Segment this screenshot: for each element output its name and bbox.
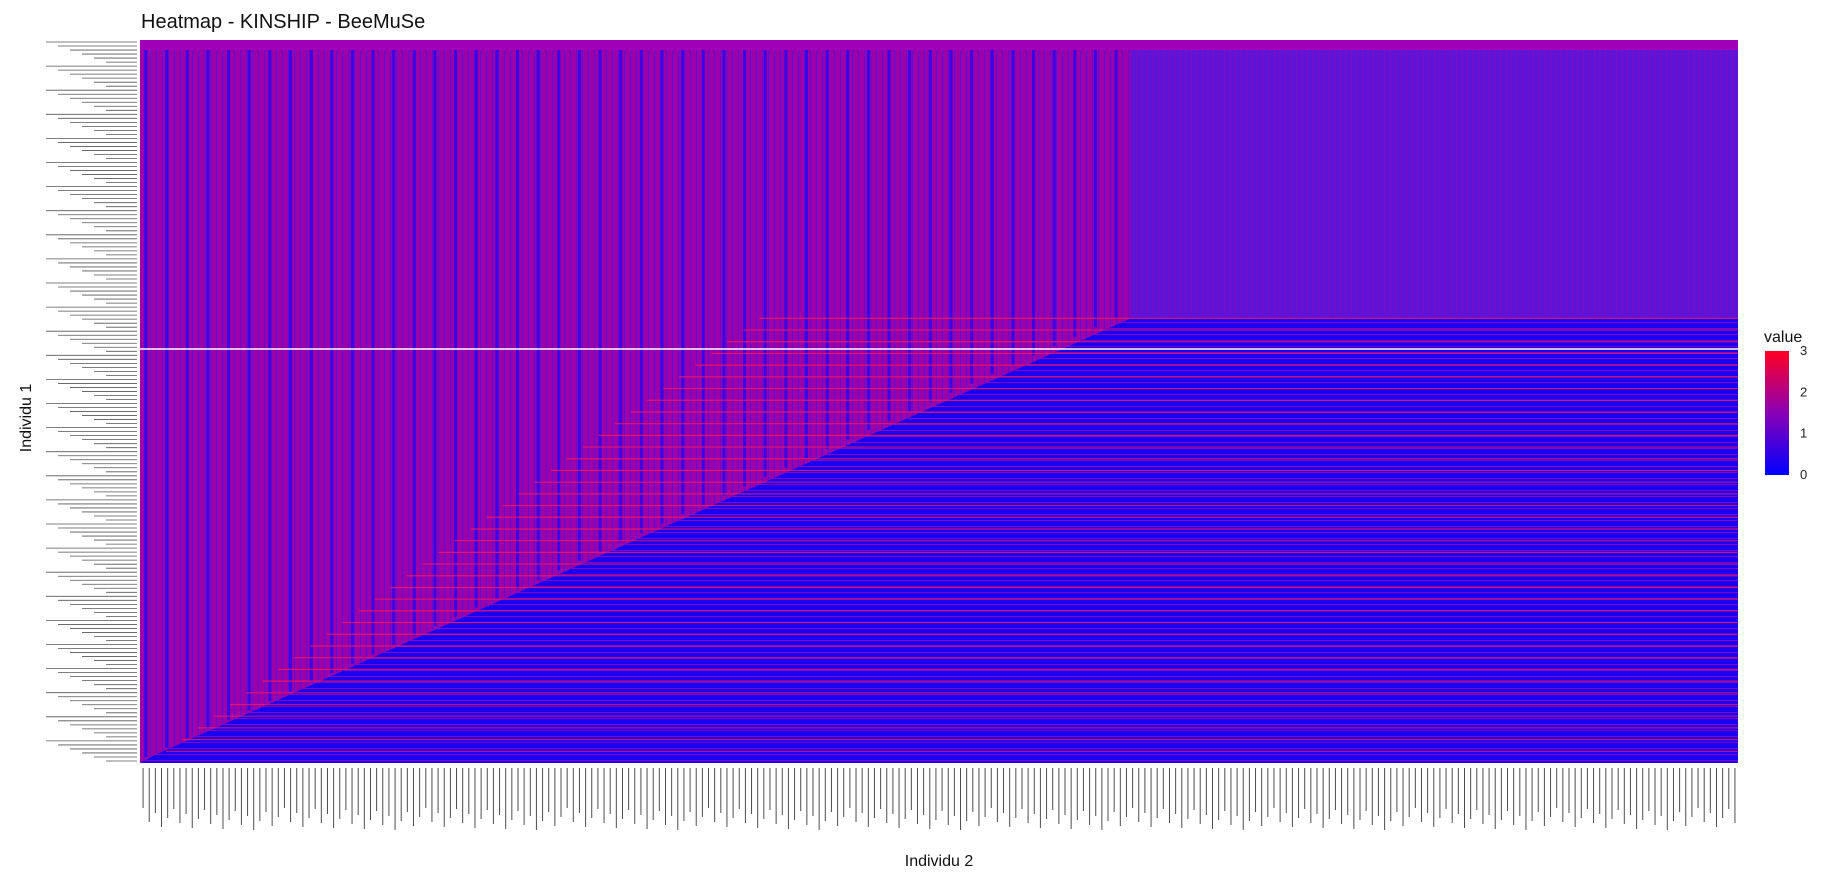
plot-panel <box>140 40 1738 763</box>
legend-colorbar <box>1765 351 1789 475</box>
legend-title: value <box>1764 329 1802 346</box>
x-axis-ticks <box>142 768 1736 830</box>
heatmap-region-high <box>140 40 1131 763</box>
legend-tick-label: 2 <box>1800 384 1807 399</box>
chart-title: Heatmap - KINSHIP - BeeMuSe <box>141 11 425 33</box>
y-axis-title: Individu 1 <box>18 384 35 453</box>
legend-tick-label: 0 <box>1800 467 1807 482</box>
x-axis-title: Individu 2 <box>905 853 974 870</box>
y-axis-ticks <box>46 41 137 762</box>
heatmap-top-row <box>140 40 1738 50</box>
legend-ticks: 3 2 1 0 <box>1800 343 1807 482</box>
legend-tick-label: 1 <box>1800 426 1807 441</box>
legend-tick-label: 3 <box>1800 343 1807 358</box>
legend: value 3 2 1 0 <box>1764 329 1807 482</box>
